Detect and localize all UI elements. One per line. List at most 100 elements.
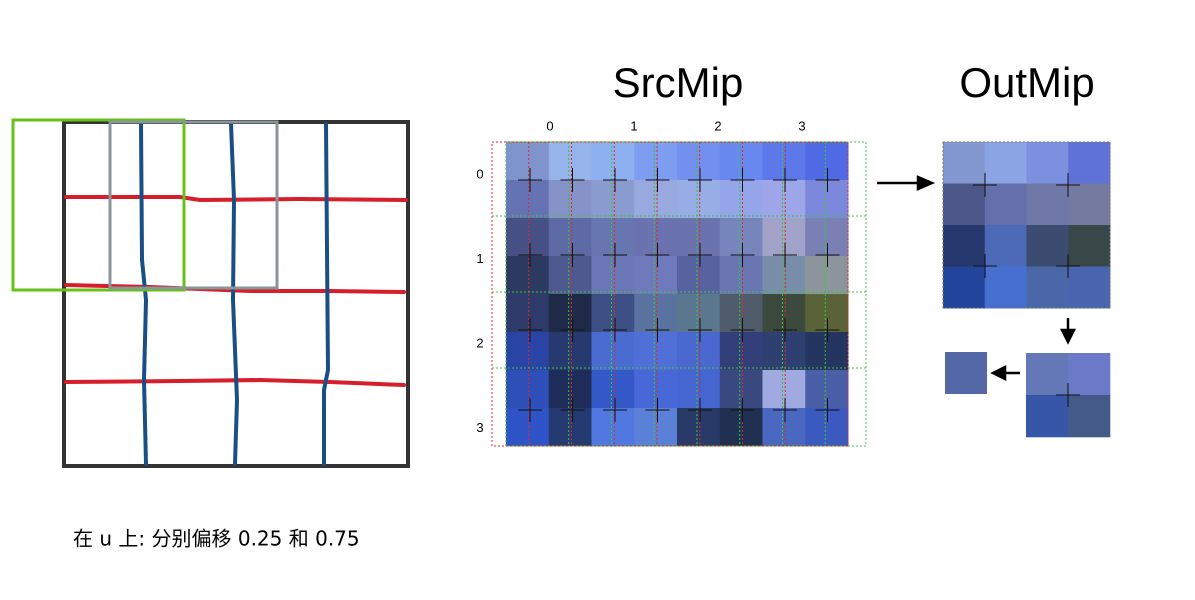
src-cell [805,218,849,257]
src-cell [548,180,592,219]
blue-line [139,122,149,466]
src-cell [548,256,592,295]
src-cell [634,180,678,219]
src-cell [677,294,721,333]
out-mip [942,141,1111,438]
src-cell [762,370,806,409]
src-cell [634,256,678,295]
arrow-head [990,364,1007,382]
src-cell [591,370,635,409]
src-cell [762,408,806,447]
out-cell [1026,142,1069,184]
out-cell [984,225,1027,267]
src-cell [719,370,763,409]
out-cell [943,183,986,226]
src-cell [548,142,592,181]
src-cell [506,370,550,409]
src-title: SrcMip [613,59,744,106]
out-cell [984,183,1027,226]
caption: 在 u 上: 分别偏移 0.25 和 0.75 [73,527,360,551]
src-cell [677,370,721,409]
src-cell [634,408,678,447]
src-cell [634,294,678,333]
src-cell [677,408,721,447]
green-grid [505,141,867,447]
src-cell [548,332,592,371]
blue-line [322,122,331,466]
src-cell [548,218,592,257]
src-cell [719,142,763,181]
out-cell [1026,266,1069,309]
out-cell [1068,142,1111,184]
src-cell [719,332,763,371]
src-cell [805,180,849,219]
src-cell [506,218,550,257]
src-cell [719,218,763,257]
mip-cell [1068,353,1111,396]
src-cell [548,408,592,447]
src-cell [762,180,806,219]
src-cell [506,294,550,333]
out-cell [984,142,1027,184]
mip-cell [1026,353,1069,396]
src-cell [805,332,849,371]
src-cell [591,294,635,333]
mip-cell [1068,395,1111,438]
src-cell [719,294,763,333]
green-box [11,118,186,292]
src-cell [634,142,678,181]
gray-box [108,120,279,290]
row-label: 2 [476,335,483,350]
src-cell [506,332,550,371]
src-cell [805,142,849,181]
out-cell [943,225,986,267]
src-cell [762,332,806,371]
out-cell [943,142,986,184]
out-cell [984,266,1027,309]
src-cell [506,180,550,219]
src-cell [805,256,849,295]
out-title: OutMip [959,59,1094,106]
column-label: 3 [798,118,805,133]
row-label: 0 [476,166,483,181]
src-cell [719,180,763,219]
src-cell [591,332,635,371]
src-cell [591,408,635,447]
src-cell [677,218,721,257]
src-cell [805,370,849,409]
src-cell [762,294,806,333]
out-cell [1026,225,1069,267]
mip-cell [945,352,987,394]
column-label: 1 [630,118,637,133]
src-cell [719,408,763,447]
arrows [877,175,1077,382]
out-cell [1068,225,1111,267]
red-line [64,377,406,387]
src-cell [591,256,635,295]
src-cell [677,332,721,371]
src-cell [805,408,849,447]
src-cell [762,218,806,257]
src-cell [506,408,550,447]
src-cell [805,294,849,333]
src-cell [677,180,721,219]
src-cell [548,370,592,409]
column-label: 2 [714,118,721,133]
src-cell [634,218,678,257]
src-cell [506,256,550,295]
column-label: 0 [546,118,553,133]
blue-line [229,122,240,466]
src-cell [677,256,721,295]
src-cell [548,294,592,333]
out-cell [1068,266,1111,309]
arrow-head [1059,328,1077,345]
out-cell [1026,183,1069,226]
src-cell [677,142,721,181]
src-cell [719,256,763,295]
row-label: 1 [476,251,483,266]
src-cell [591,218,635,257]
src-cell [591,142,635,181]
src-mip: 0 1 2 3 0 1 2 3 [476,118,867,447]
src-cell [762,256,806,295]
